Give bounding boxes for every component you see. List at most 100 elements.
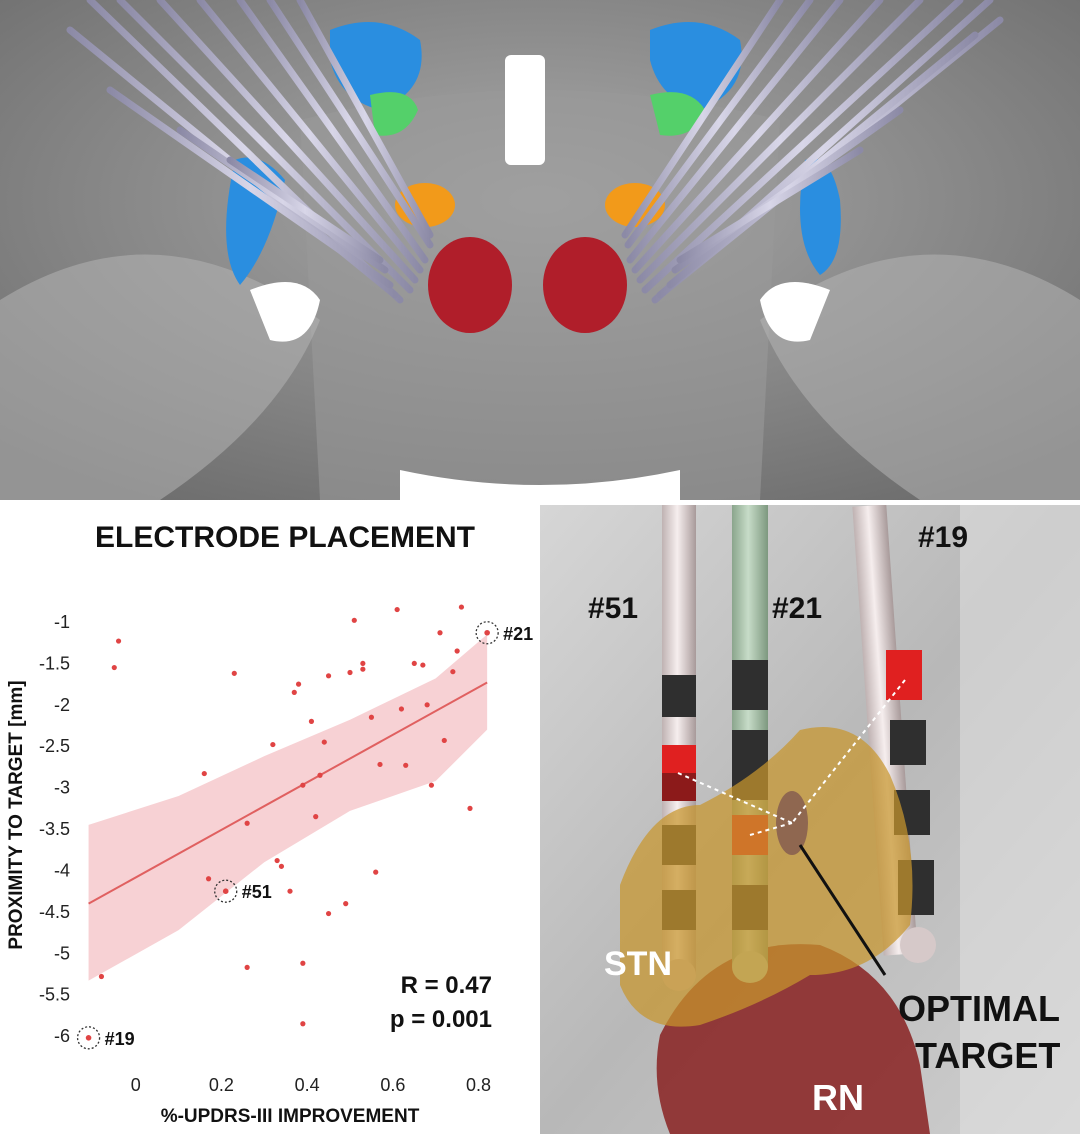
data-point	[244, 820, 250, 826]
electrode-bundle-right	[621, 0, 1004, 304]
x-axis-label: %-UPDRS-III IMPROVEMENT	[161, 1106, 420, 1127]
data-point	[347, 669, 353, 676]
data-point	[458, 604, 465, 610]
data-point	[291, 689, 297, 695]
y-tick-label: -2	[54, 695, 70, 715]
y-tick-label: -2.5	[39, 736, 70, 756]
data-point	[115, 638, 122, 644]
x-tick-label: 0.8	[466, 1075, 491, 1095]
ventricle	[505, 55, 545, 165]
background-plane	[960, 505, 1080, 1134]
data-point	[317, 772, 323, 778]
data-point	[278, 863, 285, 869]
electrode-51-contact-1	[662, 675, 696, 717]
highlight-ring	[475, 621, 499, 645]
x-tick-label: 0.6	[380, 1075, 405, 1095]
stn-volume	[620, 727, 913, 1027]
label-electrode-21: #21	[772, 592, 822, 625]
highlight-label: #51	[242, 882, 272, 902]
green-structure-left	[370, 92, 418, 136]
x-axis-ticks: 0 0.2 0.4 0.6 0.8	[131, 1075, 491, 1095]
confidence-band	[88, 634, 488, 981]
chart-title: ELECTRODE PLACEMENT	[95, 521, 475, 554]
mri-coronal-panel	[0, 0, 1080, 500]
y-tick-label: -5	[54, 943, 70, 963]
data-point	[454, 648, 460, 654]
blue-structure-right-side	[800, 158, 841, 275]
data-point	[300, 782, 306, 788]
temporal-lobe-right	[760, 254, 1080, 500]
data-point	[351, 617, 357, 623]
data-point	[424, 702, 430, 708]
data-point	[244, 964, 250, 970]
data-point	[274, 857, 280, 864]
fit-line	[88, 681, 488, 905]
mri-coronal-image	[0, 0, 1080, 500]
data-point	[270, 741, 276, 748]
x-tick-label: 0.4	[295, 1075, 320, 1095]
optimal-target-pointer	[798, 844, 887, 976]
y-tick-label: -3	[54, 778, 70, 798]
data-point	[321, 739, 327, 745]
distance-lines	[677, 679, 906, 836]
highlight-ring	[214, 879, 238, 903]
data-point	[420, 662, 426, 668]
confidence-band-layer	[88, 634, 488, 981]
highlighted-points-layer: #21 #51 #19	[76, 621, 533, 1050]
csf-space-right	[760, 282, 830, 342]
label-electrode-51: #51	[588, 592, 638, 625]
label-rn: RN	[812, 1077, 864, 1118]
y-tick-label: -6	[54, 1026, 70, 1046]
data-point	[300, 1021, 306, 1027]
data-point	[411, 660, 417, 667]
y-tick-label: -4	[54, 860, 70, 880]
y-tick-label: -4.5	[39, 902, 70, 922]
y-axis-ticks: -1 -1.5 -2 -2.5 -3 -3.5 -4 -4.5 -5 -5.5 -6	[39, 612, 70, 1046]
temporal-lobe-left	[0, 254, 320, 500]
r-value-annotation: R = 0.47	[401, 972, 492, 999]
data-point	[287, 888, 293, 894]
label-stn: STN	[604, 945, 672, 983]
y-tick-label: -1.5	[39, 653, 70, 673]
data-point	[437, 630, 443, 636]
data-point	[325, 673, 332, 679]
y-axis-label: PROXIMITY TO TARGET [mm]	[6, 680, 27, 949]
highlighted-point	[85, 1035, 92, 1041]
csf-space-bottom	[400, 470, 680, 500]
green-structure-right	[650, 92, 705, 136]
electrode-render: #51 #21 #19 STN OPTIMAL TARGET RN	[540, 505, 1080, 1134]
csf-space-left	[250, 282, 320, 342]
scatter-chart: ELECTRODE PLACEMENT #21 #51 #19 0 0.2 0.4 0.6…	[6, 521, 533, 1127]
data-point	[377, 761, 383, 768]
data-point	[360, 660, 366, 667]
data-point	[325, 910, 332, 917]
data-point	[308, 718, 315, 724]
highlighted-point	[222, 888, 229, 894]
data-point	[111, 664, 117, 671]
label-optimal: OPTIMAL	[898, 988, 1060, 1029]
data-point	[368, 714, 375, 720]
data-point	[313, 814, 319, 820]
data-point	[300, 960, 306, 966]
y-tick-label: -3.5	[39, 819, 70, 839]
electrode-19-tip	[900, 927, 936, 963]
blue-structure-left-top	[330, 22, 422, 110]
electrode-21-contact-1	[732, 660, 768, 710]
data-point	[205, 876, 212, 882]
electrode-51-contact-2	[662, 773, 696, 801]
data-point	[398, 706, 405, 712]
label-electrode-19: #19	[918, 521, 968, 554]
data-point	[394, 606, 400, 613]
electrode-51-contact-active	[662, 745, 696, 773]
y-tick-label: -5.5	[39, 985, 70, 1005]
x-tick-label: 0	[131, 1075, 141, 1095]
highlight-label: #21	[503, 624, 533, 644]
fit-line-layer	[88, 681, 488, 905]
electrode-19-contact-1	[890, 720, 926, 765]
scatter-plot-panel: ELECTRODE PLACEMENT #21 #51 #19 0 0.2 0.4 0.6…	[0, 505, 535, 1134]
data-point	[441, 737, 447, 744]
data-point	[450, 669, 456, 675]
data-point	[428, 782, 435, 788]
data-point	[231, 670, 237, 676]
electrode-bundle-left	[66, 0, 434, 304]
